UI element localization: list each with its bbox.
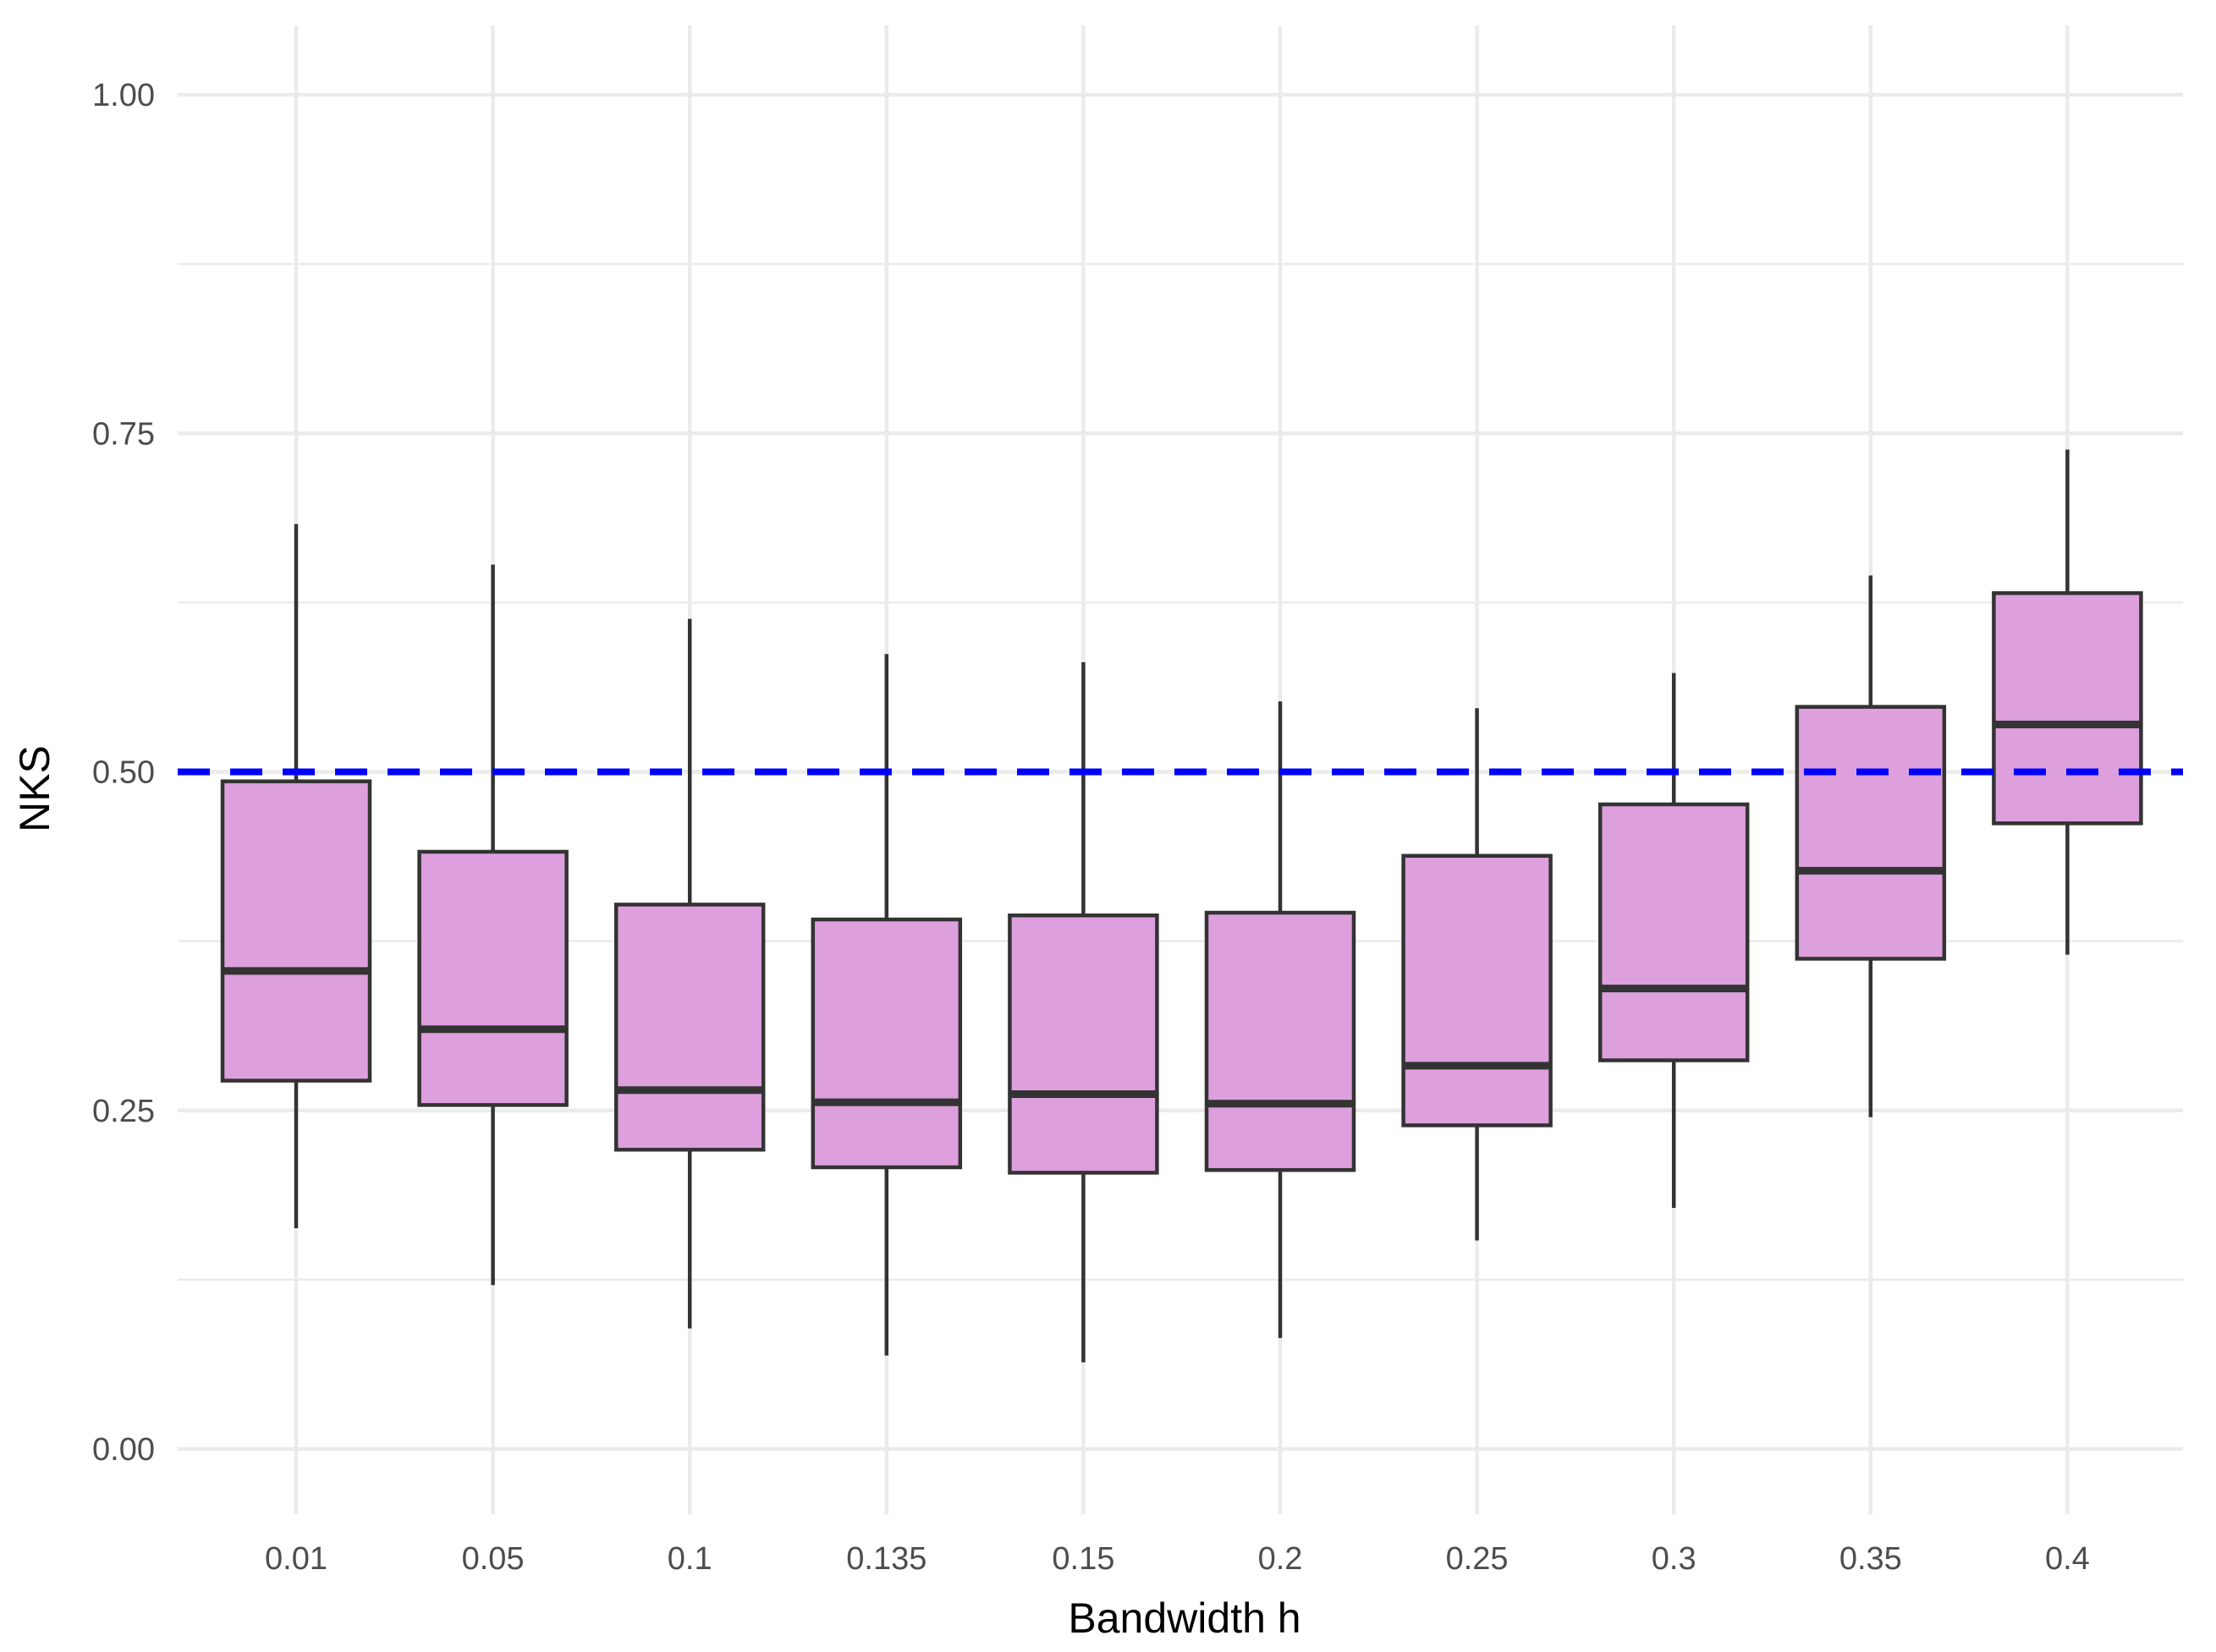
y-tick-label: 1.00 (92, 78, 155, 113)
box-0.3 (1597, 672, 1750, 1209)
x-tick-label: 0.135 (846, 1541, 927, 1577)
x-tick-label: 0.4 (2045, 1541, 2090, 1577)
box-0.15 (1008, 661, 1159, 1363)
box-body (1008, 913, 1159, 1175)
box-body (1992, 590, 2143, 826)
x-tick-label: 0.01 (265, 1541, 327, 1577)
box-0.2 (1204, 701, 1356, 1338)
y-tick-label: 0.25 (92, 1094, 155, 1129)
x-tick-labels: 0.01 0.05 0.1 0.135 0.15 0.2 0.25 0.3 0.35 0.4 (265, 1541, 2090, 1577)
box-0.05 (417, 564, 569, 1286)
y-tick-label: 0.50 (92, 755, 155, 791)
box-0.135 (811, 654, 963, 1356)
x-tick-label: 0.35 (1839, 1541, 1902, 1577)
y-axis-title: NKS (11, 745, 58, 832)
y-tick-label: 0.75 (92, 416, 155, 452)
box-body (220, 779, 372, 1083)
y-tick-labels: 0.00 0.25 0.50 0.75 1.00 (92, 78, 155, 1468)
x-tick-label: 0.25 (1446, 1541, 1509, 1577)
box-0.35 (1795, 575, 1947, 1117)
x-tick-label: 0.1 (668, 1541, 712, 1577)
boxes (220, 449, 2143, 1363)
box-body (1204, 910, 1356, 1172)
box-body (1401, 853, 1553, 1128)
box-0.4 (1992, 449, 2143, 955)
x-tick-label: 0.05 (462, 1541, 525, 1577)
x-tick-label: 0.3 (1652, 1541, 1696, 1577)
box-body (417, 849, 569, 1107)
box-0.1 (613, 618, 766, 1329)
box-body (811, 917, 963, 1170)
box-body (1795, 705, 1947, 961)
x-tick-label: 0.2 (1258, 1541, 1303, 1577)
x-axis-title: Bandwidth h (1068, 1594, 1300, 1642)
box-0.01 (220, 524, 372, 1229)
box-0.25 (1401, 708, 1553, 1241)
box-body (613, 903, 766, 1152)
y-tick-label: 0.00 (92, 1432, 155, 1468)
x-tick-label: 0.15 (1052, 1541, 1114, 1577)
box-body (1597, 802, 1750, 1062)
